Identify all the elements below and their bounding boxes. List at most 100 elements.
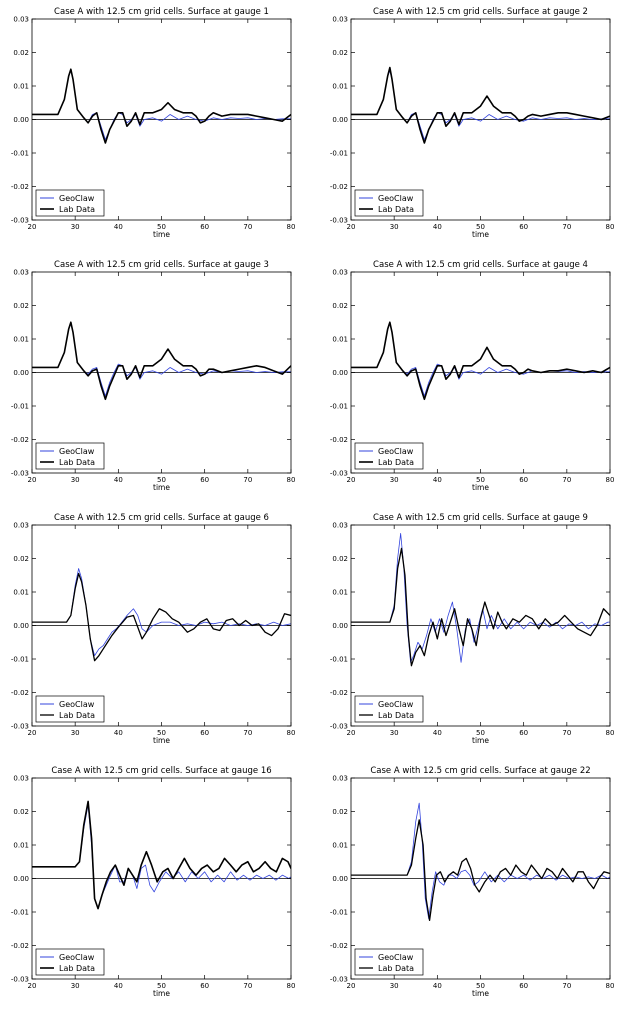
y-tick-label: 0.02 <box>13 302 29 310</box>
x-axis-label: time <box>472 230 489 239</box>
x-tick-label: 70 <box>243 982 252 990</box>
x-tick-label: 40 <box>114 729 123 737</box>
x-tick-label: 30 <box>71 982 80 990</box>
legend-label: GeoClaw <box>59 194 95 203</box>
chart-title: Case A with 12.5 cm grid cells. Surface … <box>51 766 271 776</box>
series-line-lab-data <box>351 66 610 144</box>
legend-label: GeoClaw <box>59 447 95 456</box>
x-axis-label: time <box>472 736 489 745</box>
y-tick-label: 0.00 <box>332 116 348 124</box>
gauge-chart-5: Case A with 12.5 cm grid cells. Surface … <box>11 513 296 745</box>
x-tick-label: 60 <box>200 223 209 231</box>
y-tick-label: 0.00 <box>332 369 348 377</box>
y-tick-label: 0.02 <box>332 555 348 563</box>
y-tick-label: -0.03 <box>330 723 348 731</box>
x-tick-label: 80 <box>606 982 615 990</box>
legend-box <box>354 442 424 470</box>
x-axis-label: time <box>472 989 489 998</box>
x-tick-label: 20 <box>347 729 356 737</box>
series-line-geoclaw <box>32 804 291 910</box>
x-tick-label: 40 <box>114 476 123 484</box>
series-line-lab-data <box>351 547 610 667</box>
y-tick-label: -0.03 <box>11 976 29 984</box>
x-tick-label: 20 <box>28 223 37 231</box>
y-tick-label: 0.00 <box>332 875 348 883</box>
x-tick-label: 60 <box>519 982 528 990</box>
series-line-lab-data <box>32 572 291 662</box>
legend-label: GeoClaw <box>378 953 414 962</box>
x-tick-label: 20 <box>28 476 37 484</box>
y-tick-label: 0.01 <box>13 842 29 850</box>
legend-box <box>35 695 105 723</box>
series-line-lab-data <box>32 800 291 910</box>
legend: GeoClaw Lab Data <box>35 442 105 470</box>
x-tick-label: 80 <box>606 476 615 484</box>
chart-title: Case A with 12.5 cm grid cells. Surface … <box>373 7 588 17</box>
x-tick-label: 80 <box>287 223 296 231</box>
series-line-lab-data <box>32 68 291 144</box>
legend-box <box>354 948 424 976</box>
x-tick-label: 30 <box>390 982 399 990</box>
x-tick-label: 20 <box>28 729 37 737</box>
legend-box <box>35 189 105 217</box>
y-tick-label: 0.02 <box>13 49 29 57</box>
legend: GeoClaw Lab Data <box>35 695 105 723</box>
x-tick-label: 20 <box>347 476 356 484</box>
y-tick-label: 0.02 <box>332 808 348 816</box>
y-tick-label: -0.01 <box>330 403 348 411</box>
x-tick-label: 60 <box>519 223 528 231</box>
x-tick-label: 20 <box>347 982 356 990</box>
series-line-lab-data <box>351 321 610 401</box>
y-tick-label: 0.01 <box>13 336 29 344</box>
gauge-chart-8: Case A with 12.5 cm grid cells. Surface … <box>330 766 615 998</box>
x-tick-label: 30 <box>71 476 80 484</box>
y-tick-label: 0.00 <box>13 116 29 124</box>
legend-label: Lab Data <box>59 205 95 214</box>
chart-title: Case A with 12.5 cm grid cells. Surface … <box>373 513 588 523</box>
chart-title: Case A with 12.5 cm grid cells. Surface … <box>54 513 269 523</box>
y-tick-label: 0.03 <box>13 775 29 783</box>
x-tick-label: 50 <box>476 476 485 484</box>
y-tick-label: 0.03 <box>332 522 348 530</box>
y-tick-label: 0.02 <box>13 555 29 563</box>
y-tick-label: -0.03 <box>11 723 29 731</box>
y-tick-label: -0.01 <box>11 656 29 664</box>
x-tick-label: 80 <box>287 729 296 737</box>
x-tick-label: 60 <box>519 729 528 737</box>
gauge-chart-1: Case A with 12.5 cm grid cells. Surface … <box>11 7 296 239</box>
legend: GeoClaw Lab Data <box>354 948 424 976</box>
x-tick-label: 30 <box>390 223 399 231</box>
x-tick-label: 80 <box>606 729 615 737</box>
legend-label: Lab Data <box>59 711 95 720</box>
legend: GeoClaw Lab Data <box>354 695 424 723</box>
y-tick-label: 0.01 <box>332 842 348 850</box>
y-tick-label: 0.01 <box>332 589 348 597</box>
chart-title: Case A with 12.5 cm grid cells. Surface … <box>54 260 269 270</box>
legend-label: Lab Data <box>59 964 95 973</box>
legend-label: Lab Data <box>378 205 414 214</box>
legend-label: Lab Data <box>59 458 95 467</box>
y-tick-label: -0.02 <box>11 436 29 444</box>
y-tick-label: 0.03 <box>332 269 348 277</box>
chart-title: Case A with 12.5 cm grid cells. Surface … <box>373 260 588 270</box>
y-tick-label: -0.01 <box>11 150 29 158</box>
gauge-chart-3: Case A with 12.5 cm grid cells. Surface … <box>11 260 296 492</box>
y-tick-label: 0.00 <box>332 622 348 630</box>
x-tick-label: 50 <box>157 223 166 231</box>
gauge-chart-7: Case A with 12.5 cm grid cells. Surface … <box>11 766 296 998</box>
x-axis-label: time <box>472 483 489 492</box>
y-tick-label: -0.01 <box>330 909 348 917</box>
y-tick-label: 0.00 <box>13 369 29 377</box>
x-tick-label: 50 <box>476 223 485 231</box>
y-tick-label: -0.03 <box>330 470 348 478</box>
legend-label: GeoClaw <box>59 700 95 709</box>
x-tick-label: 60 <box>200 729 209 737</box>
legend-box <box>354 695 424 723</box>
legend-box <box>35 442 105 470</box>
series-line-lab-data <box>351 819 610 922</box>
x-tick-label: 80 <box>287 476 296 484</box>
legend: GeoClaw Lab Data <box>35 189 105 217</box>
y-tick-label: -0.01 <box>11 909 29 917</box>
legend-label: Lab Data <box>378 458 414 467</box>
x-tick-label: 80 <box>287 982 296 990</box>
